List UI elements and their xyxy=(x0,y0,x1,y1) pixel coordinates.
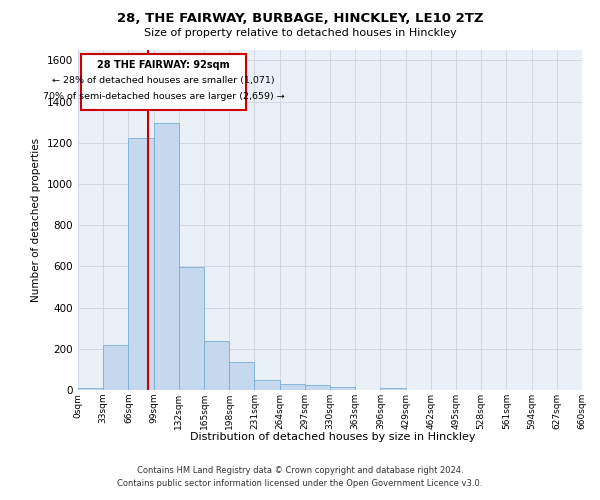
Text: Distribution of detached houses by size in Hinckley: Distribution of detached houses by size … xyxy=(190,432,476,442)
FancyBboxPatch shape xyxy=(81,54,246,110)
Bar xyxy=(229,362,254,390)
Text: 70% of semi-detached houses are larger (2,659) →: 70% of semi-detached houses are larger (… xyxy=(43,92,284,101)
Bar xyxy=(154,123,179,390)
Bar xyxy=(330,387,355,390)
Bar xyxy=(254,380,280,390)
Bar xyxy=(78,388,103,390)
Text: Contains HM Land Registry data © Crown copyright and database right 2024.
Contai: Contains HM Land Registry data © Crown c… xyxy=(118,466,482,487)
Bar xyxy=(204,340,229,390)
Bar xyxy=(128,138,154,390)
Text: ← 28% of detached houses are smaller (1,071): ← 28% of detached houses are smaller (1,… xyxy=(52,76,275,86)
Bar xyxy=(305,385,330,390)
Text: Size of property relative to detached houses in Hinckley: Size of property relative to detached ho… xyxy=(143,28,457,38)
Bar xyxy=(103,344,128,390)
Text: 28 THE FAIRWAY: 92sqm: 28 THE FAIRWAY: 92sqm xyxy=(97,60,230,70)
Bar xyxy=(380,388,406,390)
Y-axis label: Number of detached properties: Number of detached properties xyxy=(31,138,41,302)
Bar xyxy=(280,384,305,390)
Text: 28, THE FAIRWAY, BURBAGE, HINCKLEY, LE10 2TZ: 28, THE FAIRWAY, BURBAGE, HINCKLEY, LE10… xyxy=(117,12,483,26)
Bar xyxy=(179,268,204,390)
